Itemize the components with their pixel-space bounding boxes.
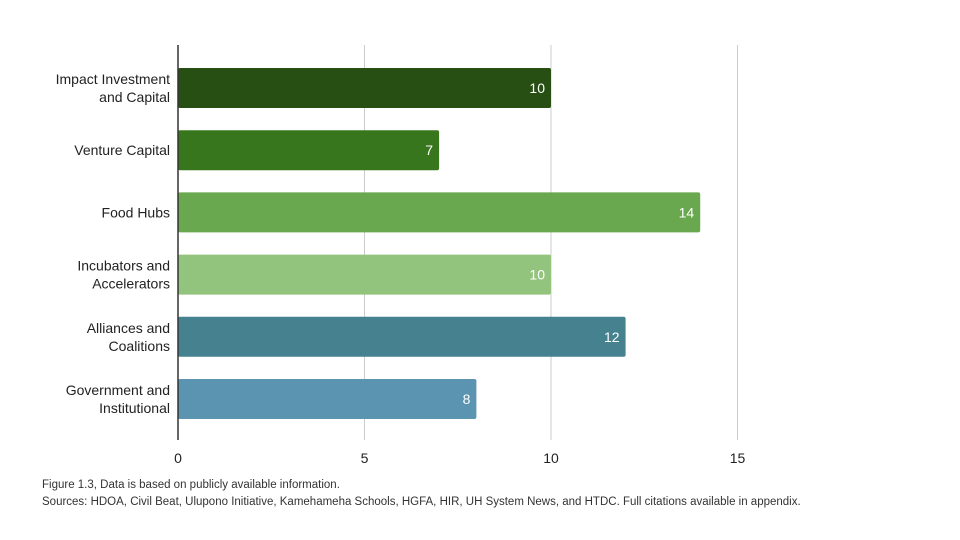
category-label: Alliances and xyxy=(87,320,170,336)
x-tick-label: 10 xyxy=(543,450,559,466)
data-label: 10 xyxy=(529,267,545,283)
category-label: Incubators and xyxy=(77,258,170,274)
bar xyxy=(178,192,701,233)
category-label: Coalitions xyxy=(109,338,170,354)
figure-caption: Figure 1.3, Data is based on publicly av… xyxy=(42,479,340,491)
bar xyxy=(178,68,551,108)
category-label: and Capital xyxy=(99,89,170,105)
x-tick-label: 0 xyxy=(174,450,182,466)
x-tick-label: 15 xyxy=(730,450,746,466)
data-label: 7 xyxy=(425,142,433,158)
category-label: Institutional xyxy=(99,400,170,416)
sources-note: Sources: HDOA, Civil Beat, Ulupono Initi… xyxy=(42,496,801,508)
data-label: 14 xyxy=(679,204,695,220)
bar xyxy=(178,130,440,171)
x-tick-label: 5 xyxy=(361,450,369,466)
category-label: Accelerators xyxy=(92,276,170,292)
category-label: Impact Investment xyxy=(56,71,170,87)
data-label: 8 xyxy=(463,391,471,407)
bar xyxy=(178,254,551,295)
data-label: 10 xyxy=(529,80,545,96)
bar xyxy=(178,379,477,419)
bar xyxy=(178,316,626,357)
category-label: Government and xyxy=(66,382,170,398)
category-label: Venture Capital xyxy=(74,142,170,158)
data-label: 12 xyxy=(604,329,620,345)
category-label: Food Hubs xyxy=(102,204,170,220)
